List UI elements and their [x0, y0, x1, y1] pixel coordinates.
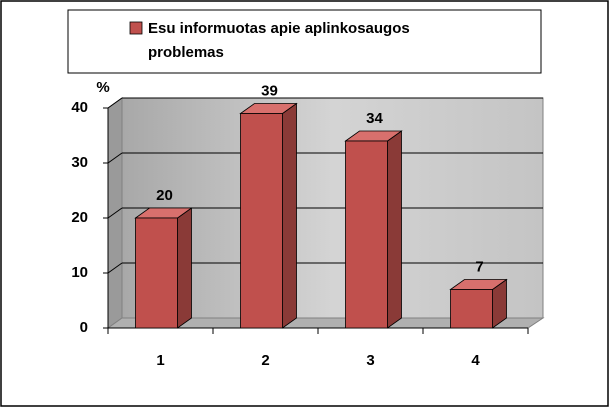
- bar: [345, 140, 388, 329]
- y-tick-label: 0: [80, 319, 88, 336]
- y-tick-label: 40: [71, 99, 88, 116]
- x-tick-label: 1: [156, 352, 164, 369]
- bar: [450, 289, 493, 329]
- value-label: 39: [261, 82, 278, 99]
- bar: [240, 113, 283, 329]
- value-label: 34: [366, 110, 383, 127]
- grid-line: [107, 262, 123, 274]
- y-tick-label: 10: [71, 264, 88, 281]
- legend-label: Esu informuotas apie aplinkosaugos proble…: [148, 20, 410, 61]
- x-tick-label: 4: [471, 352, 480, 369]
- grid-line: [107, 97, 123, 109]
- y-tick-label: 30: [71, 154, 88, 171]
- bar: [135, 217, 178, 329]
- y-tick-label: 20: [71, 209, 88, 226]
- legend-box: [67, 9, 542, 74]
- grid-line: [107, 207, 123, 219]
- legend-swatch: [129, 21, 143, 35]
- y-axis-label: %: [96, 79, 109, 96]
- x-tick-label: 3: [366, 352, 374, 369]
- value-label: 7: [475, 258, 483, 275]
- value-label: 20: [156, 187, 173, 204]
- bar-side: [387, 130, 402, 329]
- bar-side: [177, 207, 192, 329]
- grid-line: [107, 152, 123, 164]
- x-tick-label: 2: [261, 352, 269, 369]
- bar-side: [282, 102, 297, 329]
